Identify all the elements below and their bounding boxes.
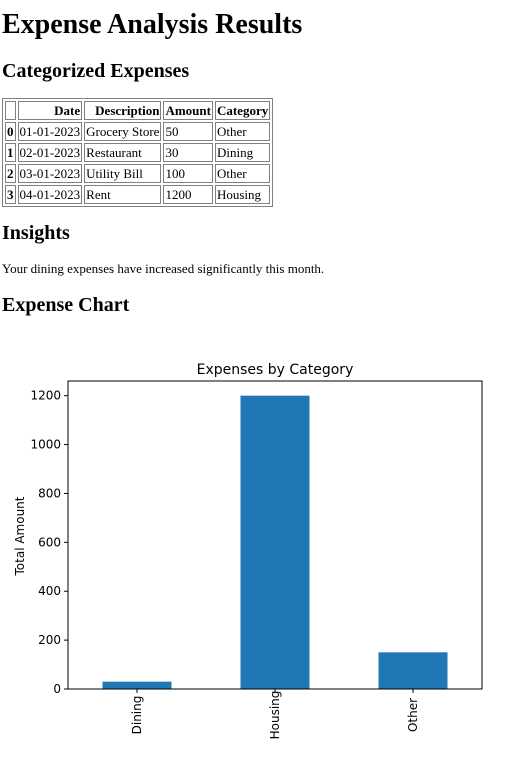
y-tick-label: 400 bbox=[38, 584, 61, 598]
y-axis: 0 200 400 600 800 1000 1200 bbox=[30, 389, 68, 696]
row-index: 3 bbox=[5, 185, 16, 204]
y-axis-label: Total Amount bbox=[13, 496, 27, 576]
bar-dining bbox=[102, 681, 172, 689]
table-row: 1 02-01-2023 Restaurant 30 Dining bbox=[5, 143, 271, 162]
index-column-header bbox=[5, 101, 16, 120]
amount-cell: 100 bbox=[163, 164, 213, 183]
category-cell: Other bbox=[214, 122, 271, 141]
description-column-header: Description bbox=[84, 101, 162, 120]
chart-title: Expenses by Category bbox=[197, 362, 354, 378]
expense-chart-heading: Expense Chart bbox=[2, 294, 130, 316]
table-body: 0 01-01-2023 Grocery Store 50 Other 1 02… bbox=[5, 122, 271, 204]
amount-cell: 50 bbox=[163, 122, 213, 141]
categorized-expenses-heading: Categorized Expenses bbox=[2, 60, 190, 82]
expenses-table: Date Description Amount Category 0 01-01… bbox=[2, 98, 274, 207]
date-cell: 02-01-2023 bbox=[17, 143, 83, 162]
x-tick-label: Dining bbox=[130, 696, 144, 735]
y-tick-label: 0 bbox=[53, 682, 61, 696]
plot-frame bbox=[67, 380, 483, 690]
table-row: 0 01-01-2023 Grocery Store 50 Other bbox=[5, 122, 271, 141]
row-index: 0 bbox=[5, 122, 16, 141]
category-column-header: Category bbox=[214, 101, 271, 120]
table-row: 2 03-01-2023 Utility Bill 100 Other bbox=[5, 164, 271, 183]
insights-heading: Insights bbox=[2, 222, 70, 244]
y-tick-label: 600 bbox=[38, 535, 61, 549]
date-column-header: Date bbox=[17, 101, 83, 120]
y-tick-label: 1000 bbox=[30, 438, 61, 452]
y-tick-label: 200 bbox=[38, 633, 61, 647]
row-index: 2 bbox=[5, 164, 16, 183]
date-cell: 04-01-2023 bbox=[17, 185, 83, 204]
x-tick-label: Housing bbox=[268, 691, 282, 740]
category-cell: Housing bbox=[214, 185, 271, 204]
date-cell: 03-01-2023 bbox=[17, 164, 83, 183]
description-cell: Rent bbox=[84, 185, 162, 204]
amount-cell: 30 bbox=[163, 143, 213, 162]
date-cell: 01-01-2023 bbox=[17, 122, 83, 141]
amount-column-header: Amount bbox=[163, 101, 213, 120]
expense-chart: Expenses by Category Total Amount 0 200 40… bbox=[13, 362, 483, 739]
bar-housing bbox=[240, 395, 310, 689]
category-cell: Dining bbox=[214, 143, 271, 162]
insight-text: Your dining expenses have increased sign… bbox=[2, 261, 325, 276]
table-header: Date Description Amount Category bbox=[5, 101, 271, 120]
category-cell: Other bbox=[214, 164, 271, 183]
description-cell: Utility Bill bbox=[84, 164, 162, 183]
row-index: 1 bbox=[5, 143, 16, 162]
page-title: Expense Analysis Results bbox=[2, 9, 303, 40]
table-row: 3 04-01-2023 Rent 1200 Housing bbox=[5, 185, 271, 204]
amount-cell: 1200 bbox=[163, 185, 213, 204]
description-cell: Restaurant bbox=[84, 143, 162, 162]
description-cell: Grocery Store bbox=[84, 122, 162, 141]
x-tick-label: Other bbox=[406, 698, 420, 732]
x-axis: Dining Housing Other bbox=[130, 689, 420, 739]
table-header-row: Date Description Amount Category bbox=[5, 101, 271, 120]
bar-other bbox=[378, 652, 448, 689]
y-tick-label: 1200 bbox=[30, 389, 61, 403]
y-tick-label: 800 bbox=[38, 486, 61, 500]
bars-group bbox=[102, 395, 448, 689]
